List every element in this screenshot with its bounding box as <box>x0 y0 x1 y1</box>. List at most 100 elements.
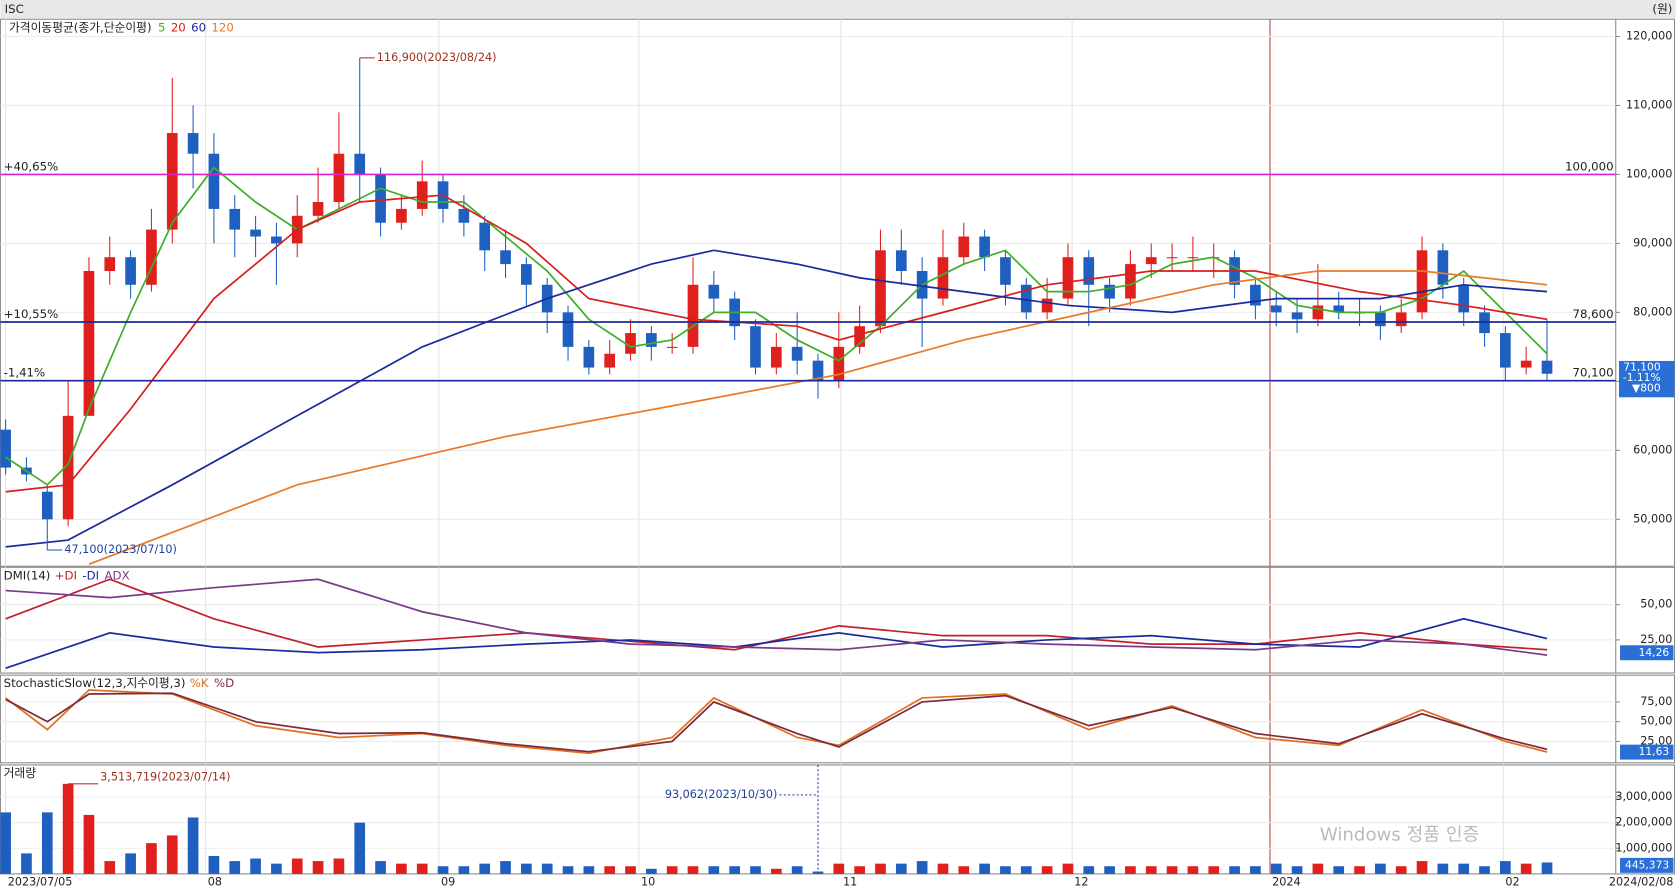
volume-bar <box>21 853 32 874</box>
candle-body <box>979 236 990 258</box>
volume-bar <box>875 863 886 874</box>
volume-bar <box>1041 866 1053 874</box>
candle-body <box>1125 264 1136 299</box>
candle-body <box>1270 305 1282 313</box>
candle-body <box>646 333 657 347</box>
candle-body <box>1375 312 1386 327</box>
candle-body <box>354 153 366 175</box>
volume-bar <box>750 866 761 874</box>
candle-body <box>666 346 678 348</box>
candle-body <box>625 333 636 354</box>
panel-title: 거래량 <box>4 766 37 780</box>
volume-bar <box>354 822 366 874</box>
volume-bar <box>1416 861 1428 874</box>
y-tick-label: 75,00 <box>1640 695 1672 708</box>
h-line-pct: +40,65% <box>4 159 59 173</box>
candle-body <box>750 326 761 368</box>
legend-entry: 5 <box>158 20 165 34</box>
indicator-line <box>5 692 1548 753</box>
candle-body <box>1083 257 1095 285</box>
x-tick-label: 2023/07/05 <box>8 875 73 888</box>
candle-body <box>1333 305 1345 313</box>
volume-bar <box>41 812 53 874</box>
volume-bar <box>1375 863 1386 874</box>
candle-body <box>1541 360 1553 374</box>
candle-body <box>271 236 282 244</box>
candle-body <box>250 229 261 237</box>
candle-body <box>458 208 470 223</box>
volume-bar <box>916 861 928 874</box>
h-line-label: 70,100 <box>1572 366 1613 380</box>
y-tick-label: 25,00 <box>1640 734 1672 747</box>
candle-body <box>1187 257 1199 259</box>
volume-bar <box>1395 866 1407 874</box>
volume-bar <box>333 858 345 874</box>
panel-title: StochasticSlow(12,3,지수이평,3) <box>4 676 186 690</box>
volume-bar <box>1166 866 1178 874</box>
candle-body <box>562 312 574 347</box>
candle-body <box>583 346 595 368</box>
y-tick-label: 50,000 <box>1633 512 1672 525</box>
candle-body <box>1416 250 1428 313</box>
volume-bar <box>291 858 303 874</box>
x-tick-label: 12 <box>1074 875 1088 888</box>
candle-body <box>104 257 116 271</box>
volume-bar <box>1333 866 1345 874</box>
volume-bar <box>1125 866 1136 874</box>
candle-body <box>0 429 11 468</box>
x-tick-label: 10 <box>641 875 655 888</box>
h-line-pct: +10,55% <box>4 307 59 321</box>
volume-bar <box>854 866 865 874</box>
volume-bar <box>250 858 261 874</box>
candle-body <box>604 353 616 368</box>
candle-body <box>396 208 407 223</box>
candle-body <box>208 153 220 209</box>
candle-body <box>500 250 511 265</box>
candle-body <box>1437 250 1449 285</box>
candle-body <box>937 257 949 299</box>
volume-bar <box>666 866 678 874</box>
title-bar <box>0 0 1676 19</box>
volume-bar <box>416 863 428 874</box>
candle-body <box>375 174 386 223</box>
last-value: 11,63 <box>1639 745 1670 758</box>
volume-bar <box>583 866 595 874</box>
current-change: -1.11% <box>1623 371 1661 384</box>
candle-body <box>1041 298 1053 313</box>
candle-body <box>333 153 345 203</box>
volume-bar <box>1500 861 1511 874</box>
volume-bar <box>1083 866 1095 874</box>
last-value-box <box>1620 645 1674 661</box>
volume-bar <box>396 863 407 874</box>
volume-bar <box>104 861 116 874</box>
legend-entry: +DI <box>55 568 77 582</box>
volume-bar <box>187 817 199 874</box>
volume-bar <box>562 866 574 874</box>
volume-bar <box>541 863 553 874</box>
volume-bar <box>708 866 720 874</box>
volume-bar <box>958 866 970 874</box>
volume-bar <box>458 866 470 874</box>
volume-bar <box>229 861 241 874</box>
y-tick-label: 25,00 <box>1640 633 1672 646</box>
last-value-box <box>1620 744 1674 760</box>
volume-bar <box>770 868 782 874</box>
h-line-pct: -1,41% <box>4 366 46 380</box>
volume-bar <box>1437 863 1449 874</box>
volume-bar <box>146 843 157 874</box>
volume-bar <box>375 861 386 874</box>
y-tick-label: 60,000 <box>1633 443 1672 456</box>
volume-bar <box>1312 863 1324 874</box>
volume-bar <box>1458 863 1470 874</box>
candle-body <box>229 208 241 230</box>
annotation: 3,513,719(2023/07/14) <box>100 770 230 783</box>
y-tick-label: 50,00 <box>1640 598 1672 611</box>
annotation: 93,062(2023/10/30) <box>665 788 778 801</box>
current-price: 71,100 <box>1623 360 1661 373</box>
annotation: 47,100(2023/07/10) <box>64 543 177 556</box>
title: ISC <box>5 2 24 16</box>
legend-entry: %D <box>214 676 234 690</box>
unit: (원) <box>1652 2 1672 16</box>
volume-bar <box>1000 866 1011 874</box>
